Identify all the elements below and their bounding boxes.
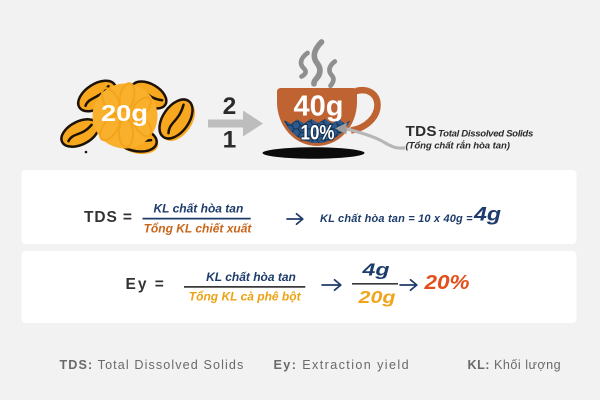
- svg-text:40g: 40g: [294, 91, 344, 123]
- svg-text:10%: 10%: [301, 121, 335, 145]
- svg-text:TDS: Total Dissolved Solids: TDS: Total Dissolved Solids: [60, 358, 245, 372]
- svg-text:Tổng KL cà phê bột: Tổng KL cà phê bột: [189, 289, 302, 303]
- svg-text:(Tổng chất rắn hòa tan): (Tổng chất rắn hòa tan): [406, 139, 510, 151]
- svg-text:Tổng KL chiết xuất: Tổng KL chiết xuất: [144, 222, 253, 236]
- svg-text:20%: 20%: [423, 271, 469, 294]
- svg-text:Total Dissolved Solids: Total Dissolved Solids: [438, 129, 533, 140]
- svg-text:Ey: Extraction yield: Ey: Extraction yield: [274, 358, 411, 372]
- svg-text:KL chất hòa tan = 10 x 40g =: KL chất hòa tan = 10 x 40g =: [320, 213, 473, 225]
- svg-text:20g: 20g: [101, 100, 148, 126]
- svg-text:KL: Khối lượng: KL: Khối lượng: [468, 358, 562, 372]
- svg-text:Ey =: Ey =: [126, 276, 166, 293]
- svg-text:20g: 20g: [357, 287, 396, 307]
- svg-text:TDS: TDS: [406, 123, 437, 140]
- svg-text:KL chất hòa tan: KL chất hòa tan: [206, 270, 296, 284]
- svg-text:4g: 4g: [361, 260, 390, 280]
- svg-text:TDS =: TDS =: [84, 209, 133, 226]
- svg-text:KL chất hòa tan: KL chất hòa tan: [154, 201, 244, 215]
- svg-text:1: 1: [223, 127, 237, 154]
- svg-text:2: 2: [223, 93, 237, 120]
- svg-text:4g: 4g: [473, 204, 501, 226]
